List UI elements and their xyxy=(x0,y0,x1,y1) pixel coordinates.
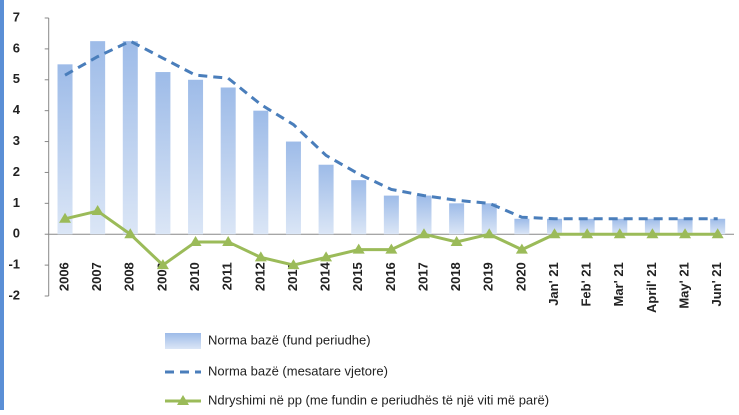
y-tick-label: 6 xyxy=(13,40,20,55)
y-tick-label: 4 xyxy=(13,102,21,117)
legend-label: Ndryshimi në pp (me fundin e periudhës t… xyxy=(208,392,549,407)
marker xyxy=(548,228,561,239)
x-tick-label: 2007 xyxy=(89,262,104,291)
marker xyxy=(679,228,692,239)
x-tick-label: 2009 xyxy=(154,262,169,291)
bar xyxy=(612,218,628,235)
marker xyxy=(417,228,430,239)
bar xyxy=(677,218,693,235)
bar xyxy=(644,218,660,235)
bar xyxy=(57,64,73,235)
x-tick-label: 2011 xyxy=(220,262,235,290)
marker xyxy=(385,243,398,254)
x-tick-label: 2019 xyxy=(481,262,496,291)
legend-label: Norma bazë (mesatare vjetore) xyxy=(208,363,388,378)
x-tick-label: 2012 xyxy=(252,262,267,291)
x-tick-label: May' 21 xyxy=(676,262,691,308)
x-tick-label: 2016 xyxy=(383,262,398,291)
x-tick-label: 2010 xyxy=(187,262,202,291)
marker xyxy=(91,205,104,216)
marker xyxy=(320,251,333,262)
marker xyxy=(646,228,659,239)
y-tick-label: -1 xyxy=(8,257,20,272)
bar xyxy=(220,87,236,235)
marker xyxy=(613,228,626,239)
y-tick-label: 0 xyxy=(13,226,20,241)
y-tick-label: 2 xyxy=(13,164,20,179)
bar xyxy=(481,203,497,235)
marker xyxy=(156,259,169,270)
bar xyxy=(253,110,269,235)
marker xyxy=(254,251,267,262)
x-tick-label: 2013 xyxy=(285,262,300,291)
bar xyxy=(710,218,726,235)
x-tick-label: Mar' 21 xyxy=(611,262,626,306)
legend-label: Norma bazë (fund periudhe) xyxy=(208,332,371,347)
legend-swatch xyxy=(165,333,201,349)
bar xyxy=(383,195,399,235)
bar xyxy=(351,180,367,235)
bar xyxy=(188,79,204,235)
y-tick-label: 7 xyxy=(13,9,20,24)
x-tick-label: 2006 xyxy=(56,262,71,291)
x-tick-label: Jun' 21 xyxy=(709,262,724,306)
marker xyxy=(450,235,463,246)
bar xyxy=(90,41,106,235)
marker xyxy=(59,212,72,223)
bar xyxy=(122,41,138,235)
side-strip xyxy=(0,0,4,410)
x-tick-label: 2014 xyxy=(318,261,333,291)
bar xyxy=(318,164,334,235)
y-tick-label: 5 xyxy=(13,71,20,86)
x-tick-label: Jan' 21 xyxy=(546,262,561,306)
bar xyxy=(449,203,465,235)
marker xyxy=(124,228,137,239)
x-tick-label: Feb' 21 xyxy=(579,262,594,306)
bar xyxy=(514,218,530,235)
bar xyxy=(155,72,171,235)
marker xyxy=(189,235,202,246)
bar xyxy=(416,195,432,235)
legend-marker xyxy=(177,395,189,405)
x-tick-label: 2018 xyxy=(448,262,463,291)
x-tick-label: 2008 xyxy=(122,262,137,291)
marker xyxy=(287,259,300,270)
marker xyxy=(483,228,496,239)
y-tick-label: 3 xyxy=(13,133,20,148)
x-tick-label: 2020 xyxy=(513,262,528,291)
bar xyxy=(547,218,563,235)
avg-line xyxy=(64,39,718,221)
bar xyxy=(579,218,595,235)
marker xyxy=(711,228,724,239)
y-tick-label: -2 xyxy=(8,287,20,302)
x-tick-label: April' 21 xyxy=(644,262,659,313)
marker xyxy=(222,235,235,246)
marker xyxy=(581,228,594,239)
x-tick-label: 2015 xyxy=(350,262,365,291)
marker xyxy=(515,243,528,254)
y-tick-label: 1 xyxy=(13,195,20,210)
marker xyxy=(352,243,365,254)
bar xyxy=(285,141,301,235)
x-tick-label: 2017 xyxy=(415,262,430,291)
